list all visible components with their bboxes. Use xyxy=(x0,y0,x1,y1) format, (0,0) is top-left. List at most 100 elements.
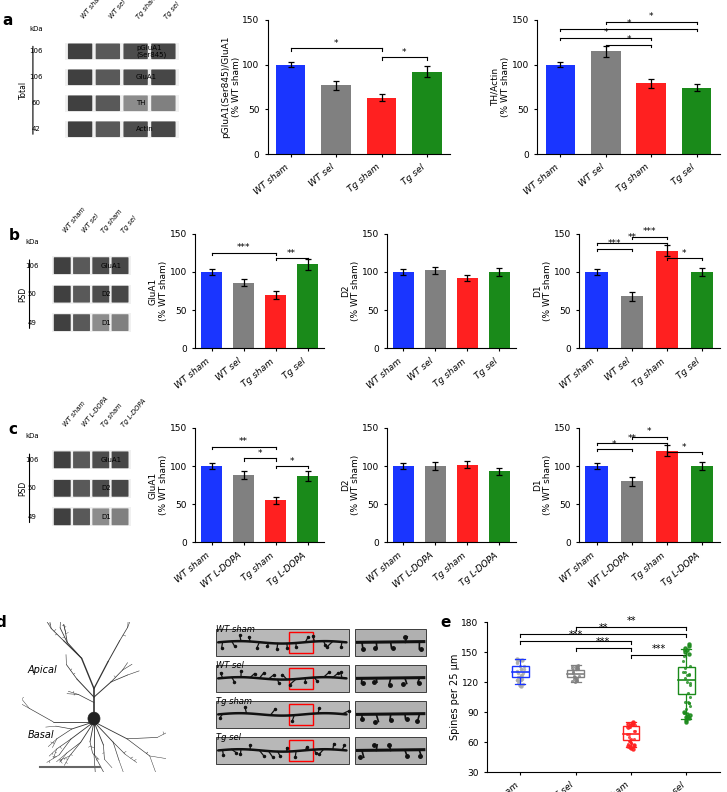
FancyBboxPatch shape xyxy=(124,70,148,85)
Bar xyxy=(591,51,621,154)
Point xyxy=(627,716,638,729)
Point xyxy=(683,668,694,680)
Bar xyxy=(457,465,478,543)
Bar xyxy=(425,270,446,348)
Point xyxy=(571,671,583,683)
Point xyxy=(678,654,689,667)
Point xyxy=(624,721,636,733)
Point xyxy=(513,671,524,683)
Text: 49: 49 xyxy=(28,514,36,520)
Text: Tg sham: Tg sham xyxy=(101,208,124,234)
Point xyxy=(625,737,637,749)
Text: *: * xyxy=(626,19,631,28)
Point xyxy=(516,672,528,685)
FancyBboxPatch shape xyxy=(151,121,175,137)
Point xyxy=(629,719,640,732)
Point xyxy=(517,653,529,666)
Text: b: b xyxy=(9,228,20,243)
Point xyxy=(518,663,529,676)
Point xyxy=(512,676,523,689)
Bar xyxy=(216,629,349,656)
Text: 49: 49 xyxy=(28,320,36,326)
Point xyxy=(623,721,635,733)
Point xyxy=(517,668,529,681)
Ellipse shape xyxy=(88,712,100,725)
Point xyxy=(573,670,585,683)
Text: c: c xyxy=(9,422,17,437)
Point xyxy=(683,677,695,690)
Text: D2: D2 xyxy=(101,291,111,297)
Text: Basal: Basal xyxy=(28,729,55,740)
Point xyxy=(683,640,694,653)
Text: *: * xyxy=(334,39,338,48)
Bar xyxy=(65,69,179,86)
Point xyxy=(566,660,578,672)
FancyBboxPatch shape xyxy=(112,286,129,303)
Point xyxy=(627,717,638,729)
Y-axis label: GluA1
(% WT sham): GluA1 (% WT sham) xyxy=(149,261,169,321)
Point xyxy=(622,738,633,751)
Point xyxy=(623,730,635,743)
Point xyxy=(681,668,693,681)
Point xyxy=(625,718,637,731)
Point xyxy=(566,662,578,675)
FancyBboxPatch shape xyxy=(151,70,175,85)
Text: a: a xyxy=(3,13,13,28)
FancyBboxPatch shape xyxy=(96,44,120,59)
Point xyxy=(629,739,640,752)
Y-axis label: TH/Actin
(% WT sham): TH/Actin (% WT sham) xyxy=(491,57,510,117)
Text: kDa: kDa xyxy=(25,238,39,245)
Point xyxy=(512,673,523,686)
FancyBboxPatch shape xyxy=(68,121,92,137)
Point xyxy=(625,733,637,745)
Bar xyxy=(457,278,478,348)
Text: **: ** xyxy=(239,437,248,447)
Point xyxy=(515,662,527,675)
Text: ***: *** xyxy=(643,227,656,236)
Point xyxy=(515,663,527,676)
FancyBboxPatch shape xyxy=(68,96,92,111)
Bar xyxy=(289,668,313,689)
Point xyxy=(626,742,638,755)
Text: PSD: PSD xyxy=(18,287,28,302)
Text: D1: D1 xyxy=(101,320,111,326)
Bar xyxy=(52,451,131,469)
Text: **: ** xyxy=(626,616,636,626)
Point xyxy=(678,706,690,718)
Bar xyxy=(321,86,351,154)
Text: PSD: PSD xyxy=(18,481,28,496)
Bar xyxy=(233,475,254,543)
Point xyxy=(680,696,691,709)
Text: ***: *** xyxy=(237,243,250,252)
Point xyxy=(679,706,691,719)
Bar xyxy=(65,95,179,112)
Text: *: * xyxy=(289,456,294,466)
Point xyxy=(683,668,695,681)
Point xyxy=(518,660,530,672)
Point xyxy=(682,696,694,709)
Bar xyxy=(52,285,131,303)
FancyBboxPatch shape xyxy=(92,257,109,274)
Point xyxy=(629,725,640,737)
Point xyxy=(518,667,529,680)
Y-axis label: D1
(% WT sham): D1 (% WT sham) xyxy=(533,455,552,516)
Text: *: * xyxy=(603,28,608,37)
FancyBboxPatch shape xyxy=(92,451,109,468)
FancyBboxPatch shape xyxy=(92,508,109,525)
Text: 106: 106 xyxy=(25,263,39,268)
FancyBboxPatch shape xyxy=(54,257,71,274)
Bar xyxy=(656,250,678,348)
Text: 106: 106 xyxy=(29,48,43,55)
Bar xyxy=(297,265,318,348)
Text: *: * xyxy=(626,35,631,44)
Bar xyxy=(621,296,643,348)
Point xyxy=(622,721,633,733)
Point xyxy=(628,733,640,745)
Point xyxy=(680,703,691,715)
Point xyxy=(515,660,526,672)
Bar xyxy=(412,72,442,154)
Point xyxy=(679,662,691,675)
Bar xyxy=(52,313,131,332)
Point xyxy=(513,653,524,666)
Text: **: ** xyxy=(627,433,636,443)
